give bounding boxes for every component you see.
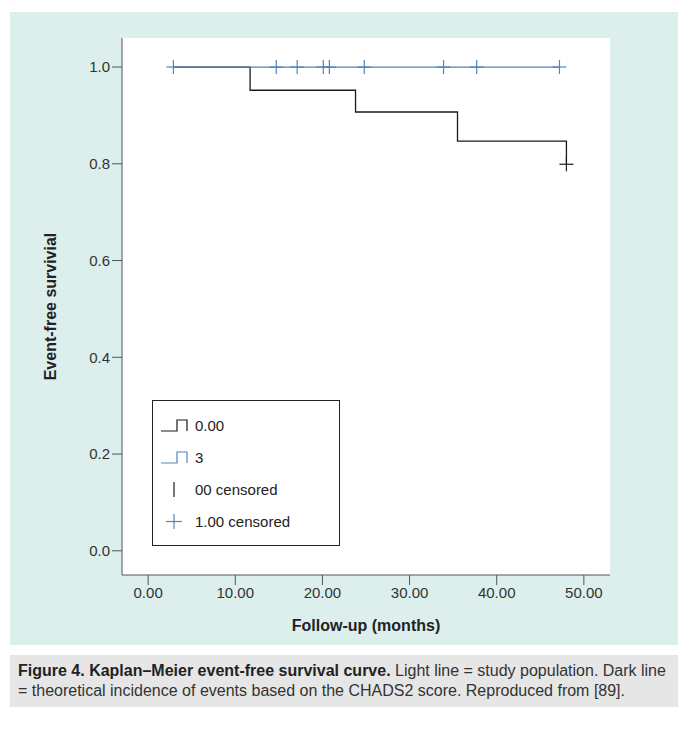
- html-text:Figure 4. Kaplan–Meier event-f: Figure 4. Kaplan–Meier event-free surviv…: [18, 662, 666, 699]
- svg-text:0.4: 0.4: [89, 349, 110, 366]
- svg-text:30.00: 30.00: [391, 584, 429, 601]
- html-text:00 censored: 00 censored: [195, 480, 278, 498]
- svg-text:1.0: 1.0: [89, 58, 110, 75]
- svg-text:0.6: 0.6: [89, 252, 110, 269]
- svg-text:10.00: 10.00: [217, 584, 255, 601]
- svg-text:40.00: 40.00: [478, 584, 516, 601]
- svg-text:0.2: 0.2: [89, 445, 110, 462]
- html-text:3: 3: [195, 448, 204, 466]
- svg-text:Follow-up (months): Follow-up (months): [292, 617, 440, 634]
- svg-text:0.0: 0.0: [89, 542, 110, 559]
- svg-text:0.00: 0.00: [134, 584, 163, 601]
- html-text:1.00 censored: 1.00 censored: [195, 512, 291, 530]
- svg-text:Event-free survivial: Event-free survivial: [42, 233, 59, 381]
- svg-text:50.00: 50.00: [565, 584, 603, 601]
- svg-text:0.8: 0.8: [89, 155, 110, 172]
- html-text:0.00: 0.00: [195, 416, 225, 434]
- svg-text:20.00: 20.00: [304, 584, 342, 601]
